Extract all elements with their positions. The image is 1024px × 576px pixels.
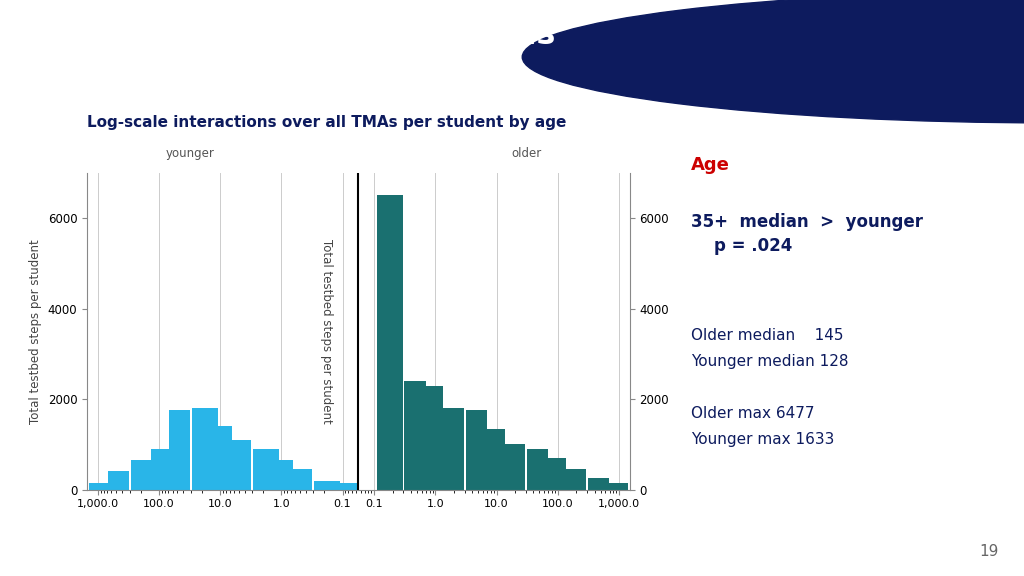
Text: 35+  median  >  younger
    p = .024: 35+ median > younger p = .024 (691, 213, 924, 255)
Bar (131, 460, 157, 490)
Bar (605, 483, 628, 490)
Bar (212, 426, 231, 490)
Bar (560, 469, 586, 490)
Bar (466, 410, 486, 490)
Y-axis label: Total testbed steps per student: Total testbed steps per student (29, 239, 42, 423)
Bar (547, 458, 566, 490)
Text: Age differences in testbed use: Age differences in testbed use (26, 86, 300, 104)
Bar (291, 469, 312, 490)
Bar (588, 478, 609, 490)
Bar (499, 444, 525, 490)
Bar (333, 483, 357, 490)
Text: Older median    145
Younger median 128

Older max 6477
Younger max 1633: Older median 145 Younger median 128 Olde… (691, 328, 849, 446)
Bar (230, 440, 251, 490)
Bar (485, 429, 505, 490)
Bar (273, 460, 293, 490)
Text: younger: younger (166, 147, 215, 160)
Bar (89, 483, 112, 490)
Bar (424, 385, 443, 490)
Text: older: older (512, 147, 542, 160)
Y-axis label: Total testbed steps per student: Total testbed steps per student (319, 239, 333, 423)
Bar (526, 449, 548, 490)
Text: Age: Age (691, 156, 730, 173)
Bar (191, 408, 218, 490)
Bar (253, 449, 279, 490)
Bar (314, 480, 340, 490)
Text: M250 2021J TMA Interactions: M250 2021J TMA Interactions (26, 20, 555, 51)
Bar (438, 408, 464, 490)
Bar (169, 410, 190, 490)
Text: Log-scale interactions over all TMAs per student by age: Log-scale interactions over all TMAs per… (87, 115, 566, 130)
Circle shape (522, 0, 1024, 123)
Text: 19: 19 (979, 544, 998, 559)
Bar (404, 381, 426, 490)
Bar (377, 195, 402, 490)
Bar (108, 472, 129, 490)
Bar (151, 449, 170, 490)
